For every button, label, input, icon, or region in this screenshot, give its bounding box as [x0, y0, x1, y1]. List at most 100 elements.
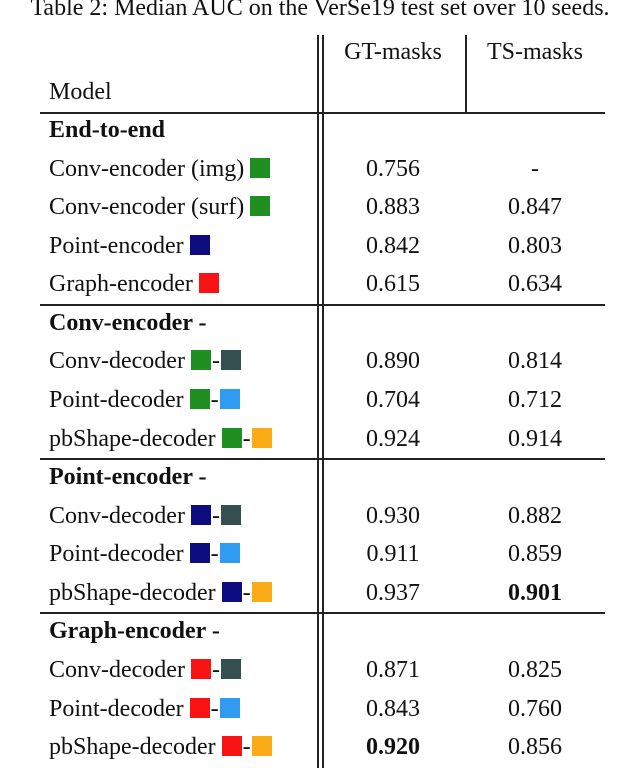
model-name-text: Point-decoder [49, 695, 184, 722]
color-swatch [221, 736, 242, 757]
color-swatch [219, 388, 240, 409]
separator: - [210, 695, 219, 722]
section-title-text: End-to-end [49, 117, 166, 143]
auc-value-text: 0.911 [366, 541, 420, 568]
auc-value: 0.760 [485, 695, 585, 723]
color-swatch [190, 350, 211, 371]
model-name: pbShape-decoder - [49, 425, 272, 453]
auc-value: 0.856 [485, 733, 585, 761]
auc-value: 0.712 [485, 386, 585, 414]
rule [40, 458, 605, 460]
model-name-text: Graph-encoder [49, 271, 193, 298]
color-swatch [198, 273, 219, 294]
auc-value: 0.937 [343, 579, 443, 607]
rule [40, 304, 605, 306]
auc-value: 0.911 [343, 540, 443, 568]
color-swatch [189, 543, 210, 564]
color-swatch [190, 504, 211, 525]
auc-value: 0.615 [343, 270, 443, 298]
model-name: Conv-decoder - [49, 656, 241, 684]
model-name: Conv-encoder (img) [49, 155, 271, 183]
auc-value: 0.890 [343, 347, 443, 375]
model-name-text: pbShape-decoder [49, 579, 216, 606]
auc-value-text: - [531, 155, 539, 182]
auc-value: 0.871 [343, 656, 443, 684]
auc-value: 0.704 [343, 386, 443, 414]
section-title: Graph-encoder - [49, 617, 220, 645]
auc-value: 0.901 [485, 579, 585, 607]
section-title: Conv-encoder - [49, 309, 207, 337]
separator: - [242, 425, 251, 452]
caption: Table 2: Median AUC on the VerSe19 test … [30, 0, 610, 21]
rule [40, 612, 605, 614]
color-swatch [221, 581, 242, 602]
auc-value-text: 0.871 [366, 656, 420, 683]
auc-value-text: 0.814 [508, 348, 562, 375]
auc-value-text: 0.914 [508, 425, 562, 452]
section-title: End-to-end [49, 116, 165, 144]
separator: - [211, 656, 220, 683]
auc-value: 0.920 [343, 733, 443, 761]
auc-value-text: 0.890 [366, 348, 420, 375]
auc-value-text: 0.615 [366, 271, 420, 298]
model-name-text: Point-decoder [49, 541, 184, 568]
color-swatch [221, 427, 242, 448]
auc-value-text: 0.847 [508, 194, 562, 221]
auc-value-text: 0.924 [366, 425, 420, 452]
separator: - [211, 348, 220, 375]
model-name-text: Conv-decoder [49, 656, 185, 683]
auc-value-text: 0.842 [366, 232, 420, 259]
column-header: Model [49, 79, 112, 105]
color-swatch [251, 736, 272, 757]
auc-value-text: 0.825 [508, 656, 562, 683]
auc-value-text: 0.704 [366, 386, 420, 413]
column-header: TS-masks [487, 39, 583, 65]
model-name-text: pbShape-decoder [49, 734, 216, 761]
column-header: GT-masks [344, 39, 442, 65]
color-swatch [250, 196, 271, 217]
auc-value-text: 0.634 [508, 271, 562, 298]
model-name: Conv-encoder (surf) [49, 193, 271, 221]
separator: - [242, 579, 251, 606]
section-title-text: Graph-encoder - [49, 618, 220, 645]
color-swatch [219, 697, 240, 718]
color-swatch [189, 234, 210, 255]
rule [40, 112, 605, 114]
color-swatch [219, 543, 240, 564]
color-swatch [189, 697, 210, 718]
separator: - [242, 734, 251, 761]
model-name-text: pbShape-decoder [49, 425, 216, 452]
auc-value: 0.914 [485, 425, 585, 453]
model-name-text: Conv-decoder [49, 348, 185, 375]
rule [322, 35, 324, 768]
separator: - [211, 502, 220, 529]
model-name: pbShape-decoder - [49, 733, 272, 761]
rule [465, 35, 467, 113]
auc-value-text: 0.883 [366, 194, 420, 221]
section-title: Point-encoder - [49, 463, 207, 491]
auc-value-text: 0.803 [508, 232, 562, 259]
auc-value: - [485, 155, 585, 183]
auc-value: 0.814 [485, 347, 585, 375]
color-swatch [250, 157, 271, 178]
auc-value-text: 0.930 [366, 502, 420, 529]
auc-value-text: 0.856 [508, 734, 562, 761]
model-name-text: Conv-decoder [49, 502, 185, 529]
model-name-text: Conv-encoder (img) [49, 155, 245, 182]
color-swatch [251, 427, 272, 448]
auc-value: 0.756 [343, 155, 443, 183]
model-name-text: Point-encoder [49, 232, 184, 259]
auc-value: 0.859 [485, 540, 585, 568]
auc-value: 0.634 [485, 270, 585, 298]
model-name: Point-decoder - [49, 695, 240, 723]
auc-value: 0.825 [485, 656, 585, 684]
auc-value-text: 0.937 [366, 579, 420, 606]
color-swatch [220, 658, 241, 679]
model-name: Point-decoder - [49, 540, 240, 568]
color-swatch [220, 350, 241, 371]
color-swatch [220, 504, 241, 525]
model-name-text: Conv-encoder (surf) [49, 194, 245, 221]
separator: - [210, 386, 219, 413]
auc-value-text: 0.760 [508, 695, 562, 722]
section-title-text: Point-encoder - [49, 464, 207, 491]
